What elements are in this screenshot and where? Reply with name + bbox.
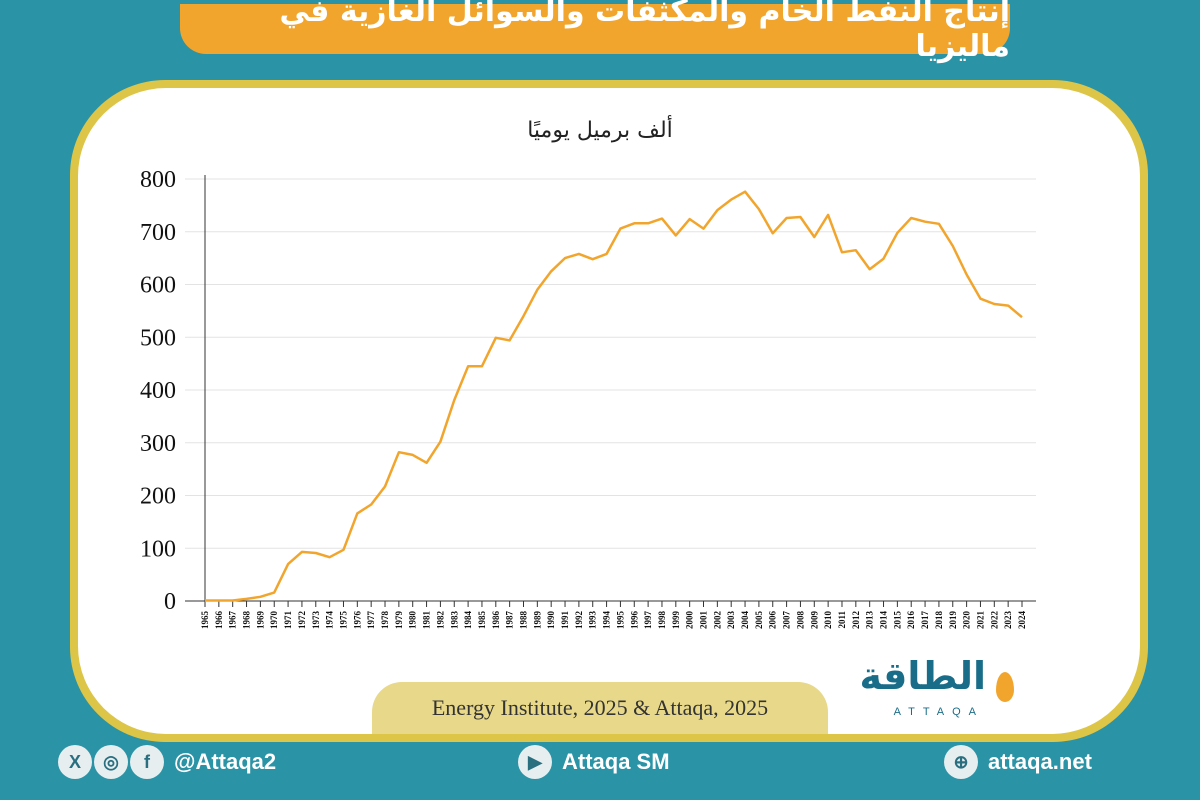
- y-tick-label: 800: [140, 167, 176, 193]
- facebook-icon[interactable]: f: [130, 745, 164, 779]
- x-tick-label: 1982: [435, 611, 445, 630]
- unit-label: ألف برميل يوميًا: [527, 118, 673, 143]
- x-tick-label: 2012: [851, 611, 861, 630]
- x-tick-label: 1980: [408, 611, 418, 630]
- source-pill: Energy Institute, 2025 & Attaqa, 2025: [372, 682, 828, 734]
- x-tick-label: 2021: [975, 611, 985, 630]
- x-tick-label: 1999: [671, 611, 681, 630]
- x-tick-label: 1973: [311, 611, 321, 630]
- x-tick-label: 1996: [629, 611, 639, 630]
- youtube-link[interactable]: ▶ Attaqa SM: [518, 742, 670, 782]
- x-tick-label: 1992: [574, 611, 584, 630]
- x-tick-label: 2018: [934, 611, 944, 630]
- x-tick-label: 1978: [380, 611, 390, 630]
- attaqa-logo: الطاقة ATTAQA: [835, 654, 1020, 722]
- y-tick-label: 700: [140, 220, 176, 246]
- x-tick-label: 2008: [795, 611, 805, 630]
- x-tick-label: 1977: [366, 611, 376, 630]
- x-tick-label: 2017: [920, 611, 930, 630]
- x-tick-label: 1995: [615, 611, 625, 630]
- x-tick-label: 1989: [532, 611, 542, 630]
- x-tick-label: 2006: [768, 611, 778, 630]
- x-tick-label: 1976: [352, 611, 362, 630]
- chart-card: [78, 88, 1140, 734]
- x-tick-label: 1965: [200, 611, 210, 630]
- y-tick-label: 600: [140, 273, 176, 299]
- x-tick-label: 1983: [449, 611, 459, 630]
- x-tick-label: 1993: [588, 611, 598, 630]
- y-tick-label: 300: [140, 431, 176, 457]
- x-icon[interactable]: X: [58, 745, 92, 779]
- y-tick-label: 400: [140, 378, 176, 404]
- youtube-icon: ▶: [518, 745, 552, 779]
- youtube-channel: Attaqa SM: [562, 749, 670, 774]
- x-tick-label: 1998: [657, 611, 667, 630]
- source-text: Energy Institute, 2025 & Attaqa, 2025: [431, 695, 769, 720]
- x-tick-label: 2002: [712, 611, 722, 630]
- x-tick-label: 2000: [685, 611, 695, 630]
- x-tick-label: 1986: [491, 611, 501, 630]
- x-tick-label: 1985: [477, 611, 487, 630]
- x-tick-label: 1968: [242, 611, 252, 630]
- chart-title: إنتاج النفط الخام والمكثفات والسوائل الغ…: [279, 0, 1010, 64]
- x-tick-label: 2013: [865, 611, 875, 630]
- x-tick-label: 1966: [214, 611, 224, 630]
- x-tick-label: 2023: [1003, 611, 1013, 630]
- x-tick-label: 2007: [782, 611, 792, 630]
- x-tick-label: 2020: [962, 611, 972, 630]
- website-url: attaqa.net: [988, 749, 1092, 774]
- x-tick-label: 2024: [1017, 611, 1027, 630]
- x-tick-label: 1969: [255, 611, 265, 630]
- logo-english: ATTAQA: [893, 706, 984, 718]
- social-handle[interactable]: @Attaqa2: [174, 749, 277, 774]
- x-tick-label: 1987: [505, 611, 515, 630]
- x-tick-label: 1967: [228, 611, 238, 630]
- x-tick-label: 2009: [809, 611, 819, 630]
- instagram-icon[interactable]: ◎: [94, 745, 128, 779]
- x-tick-label: 1994: [602, 611, 612, 630]
- x-tick-label: 1991: [560, 611, 570, 630]
- y-tick-label: 100: [140, 536, 176, 562]
- x-tick-label: 1984: [463, 611, 473, 630]
- title-banner: إنتاج النفط الخام والمكثفات والسوائل الغ…: [180, 0, 1010, 64]
- x-tick-label: 2016: [906, 611, 916, 630]
- logo-arabic: الطاقة: [859, 654, 986, 698]
- x-tick-label: 1972: [297, 611, 307, 630]
- x-tick-label: 2022: [989, 611, 999, 630]
- x-tick-label: 1997: [643, 611, 653, 630]
- x-tick-label: 1988: [518, 611, 528, 630]
- x-tick-label: 2010: [823, 611, 833, 630]
- x-tick-label: 1975: [338, 611, 348, 630]
- y-tick-label: 0: [164, 589, 176, 615]
- x-tick-label: 2011: [837, 611, 847, 629]
- y-tick-label: 500: [140, 325, 176, 351]
- droplet-icon: [996, 672, 1014, 702]
- x-tick-label: 2004: [740, 611, 750, 630]
- x-tick-label: 1979: [394, 611, 404, 630]
- social-links: X ◎ f @Attaqa2: [58, 742, 276, 782]
- x-tick-label: 2019: [948, 611, 958, 630]
- x-tick-label: 1971: [283, 611, 293, 630]
- x-tick-label: 2001: [699, 611, 709, 630]
- x-tick-label: 1974: [325, 611, 335, 630]
- x-tick-label: 2005: [754, 611, 764, 630]
- x-tick-label: 2003: [726, 611, 736, 630]
- x-tick-label: 2015: [892, 611, 902, 630]
- series-line: [205, 190, 1023, 602]
- x-tick-label: 1970: [269, 611, 279, 630]
- x-tick-label: 2014: [879, 611, 889, 630]
- x-tick-label: 1990: [546, 611, 556, 630]
- x-tick-label: 1981: [422, 611, 432, 630]
- website-link[interactable]: ⊕ attaqa.net: [944, 742, 1092, 782]
- y-tick-label: 200: [140, 484, 176, 510]
- globe-icon: ⊕: [944, 745, 978, 779]
